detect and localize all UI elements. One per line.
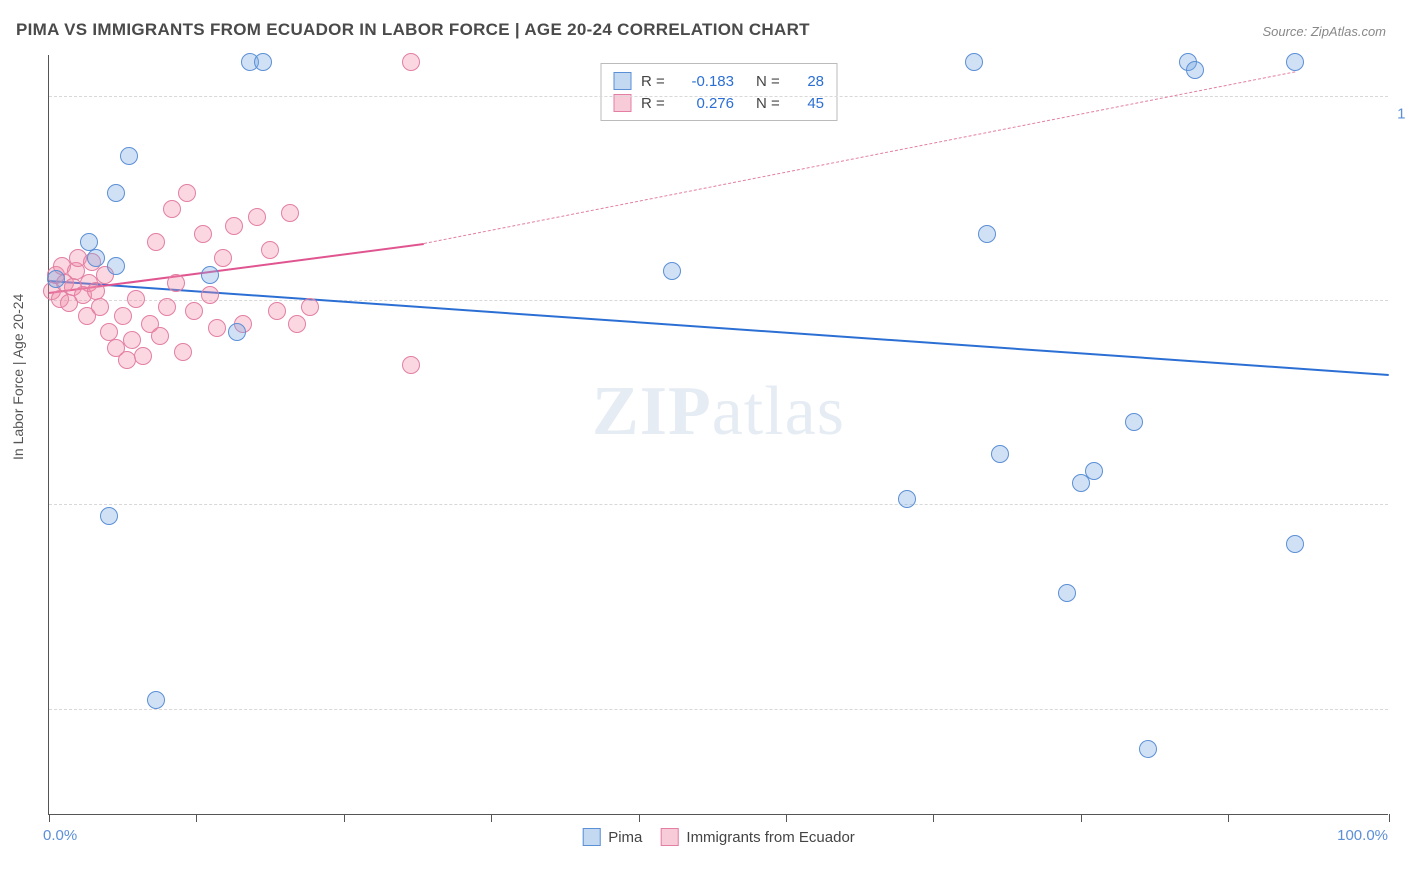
source-label: Source: ZipAtlas.com [1262, 24, 1386, 39]
data-point [147, 691, 165, 709]
data-point [1125, 413, 1143, 431]
data-point [151, 327, 169, 345]
legend-row-blue: R = -0.183 N = 28 [613, 70, 824, 92]
blue-swatch-icon [582, 828, 600, 846]
data-point [214, 249, 232, 267]
data-point [261, 241, 279, 259]
data-point [158, 298, 176, 316]
x-tick [933, 814, 934, 822]
data-point [167, 274, 185, 292]
r-label: R = [641, 73, 669, 90]
data-point [114, 307, 132, 325]
n-label: N = [756, 95, 784, 112]
data-point [201, 286, 219, 304]
data-point [228, 323, 246, 341]
data-point [87, 282, 105, 300]
data-point [248, 208, 266, 226]
data-point [965, 53, 983, 71]
data-point [898, 490, 916, 508]
y-tick-label: 100.0% [1393, 105, 1406, 122]
x-axis-max-label: 100.0% [1337, 827, 1388, 844]
pink-n-value: 45 [794, 95, 824, 112]
data-point [194, 225, 212, 243]
data-point [185, 302, 203, 320]
data-point [268, 302, 286, 320]
watermark: ZIPatlas [592, 372, 845, 452]
x-axis-min-label: 0.0% [43, 827, 77, 844]
data-point [47, 270, 65, 288]
gridline [49, 96, 1388, 97]
chart-plot-area: ZIPatlas R = -0.183 N = 28 R = 0.276 N =… [48, 55, 1388, 815]
x-tick [1389, 814, 1390, 822]
data-point [100, 323, 118, 341]
blue-swatch-icon [613, 72, 631, 90]
data-point [123, 331, 141, 349]
gridline [49, 300, 1388, 301]
y-tick-label: 25.0% [1393, 718, 1406, 735]
data-point [80, 233, 98, 251]
data-point [1085, 462, 1103, 480]
legend-item-blue: Pima [582, 828, 642, 846]
blue-n-value: 28 [794, 73, 824, 90]
blue-series-label: Pima [608, 829, 642, 846]
pink-swatch-icon [660, 828, 678, 846]
data-point [107, 257, 125, 275]
y-tick-label: 50.0% [1393, 514, 1406, 531]
data-point [127, 290, 145, 308]
data-point [163, 200, 181, 218]
gridline [49, 504, 1388, 505]
correlation-legend: R = -0.183 N = 28 R = 0.276 N = 45 [600, 63, 837, 121]
data-point [208, 319, 226, 337]
x-tick [1228, 814, 1229, 822]
trend-line [424, 71, 1295, 244]
x-tick [1081, 814, 1082, 822]
pink-series-label: Immigrants from Ecuador [686, 829, 854, 846]
data-point [178, 184, 196, 202]
series-legend: Pima Immigrants from Ecuador [582, 828, 855, 846]
data-point [107, 184, 125, 202]
data-point [288, 315, 306, 333]
x-tick [49, 814, 50, 822]
data-point [201, 266, 219, 284]
pink-r-value: 0.276 [679, 95, 734, 112]
data-point [281, 204, 299, 222]
x-tick [639, 814, 640, 822]
data-point [1286, 53, 1304, 71]
x-tick [344, 814, 345, 822]
data-point [402, 53, 420, 71]
data-point [147, 233, 165, 251]
data-point [254, 53, 272, 71]
data-point [120, 147, 138, 165]
data-point [991, 445, 1009, 463]
legend-item-pink: Immigrants from Ecuador [660, 828, 854, 846]
x-tick [491, 814, 492, 822]
data-point [663, 262, 681, 280]
data-point [174, 343, 192, 361]
data-point [87, 249, 105, 267]
y-axis-label: In Labor Force | Age 20-24 [10, 294, 26, 460]
n-label: N = [756, 73, 784, 90]
blue-r-value: -0.183 [679, 73, 734, 90]
r-label: R = [641, 95, 669, 112]
data-point [1139, 740, 1157, 758]
data-point [1058, 584, 1076, 602]
data-point [91, 298, 109, 316]
x-tick [786, 814, 787, 822]
data-point [301, 298, 319, 316]
data-point [134, 347, 152, 365]
y-tick-label: 75.0% [1393, 310, 1406, 327]
data-point [402, 356, 420, 374]
x-tick [196, 814, 197, 822]
data-point [100, 507, 118, 525]
gridline [49, 709, 1388, 710]
data-point [978, 225, 996, 243]
data-point [1186, 61, 1204, 79]
data-point [225, 217, 243, 235]
data-point [1286, 535, 1304, 553]
chart-title: PIMA VS IMMIGRANTS FROM ECUADOR IN LABOR… [16, 20, 810, 40]
